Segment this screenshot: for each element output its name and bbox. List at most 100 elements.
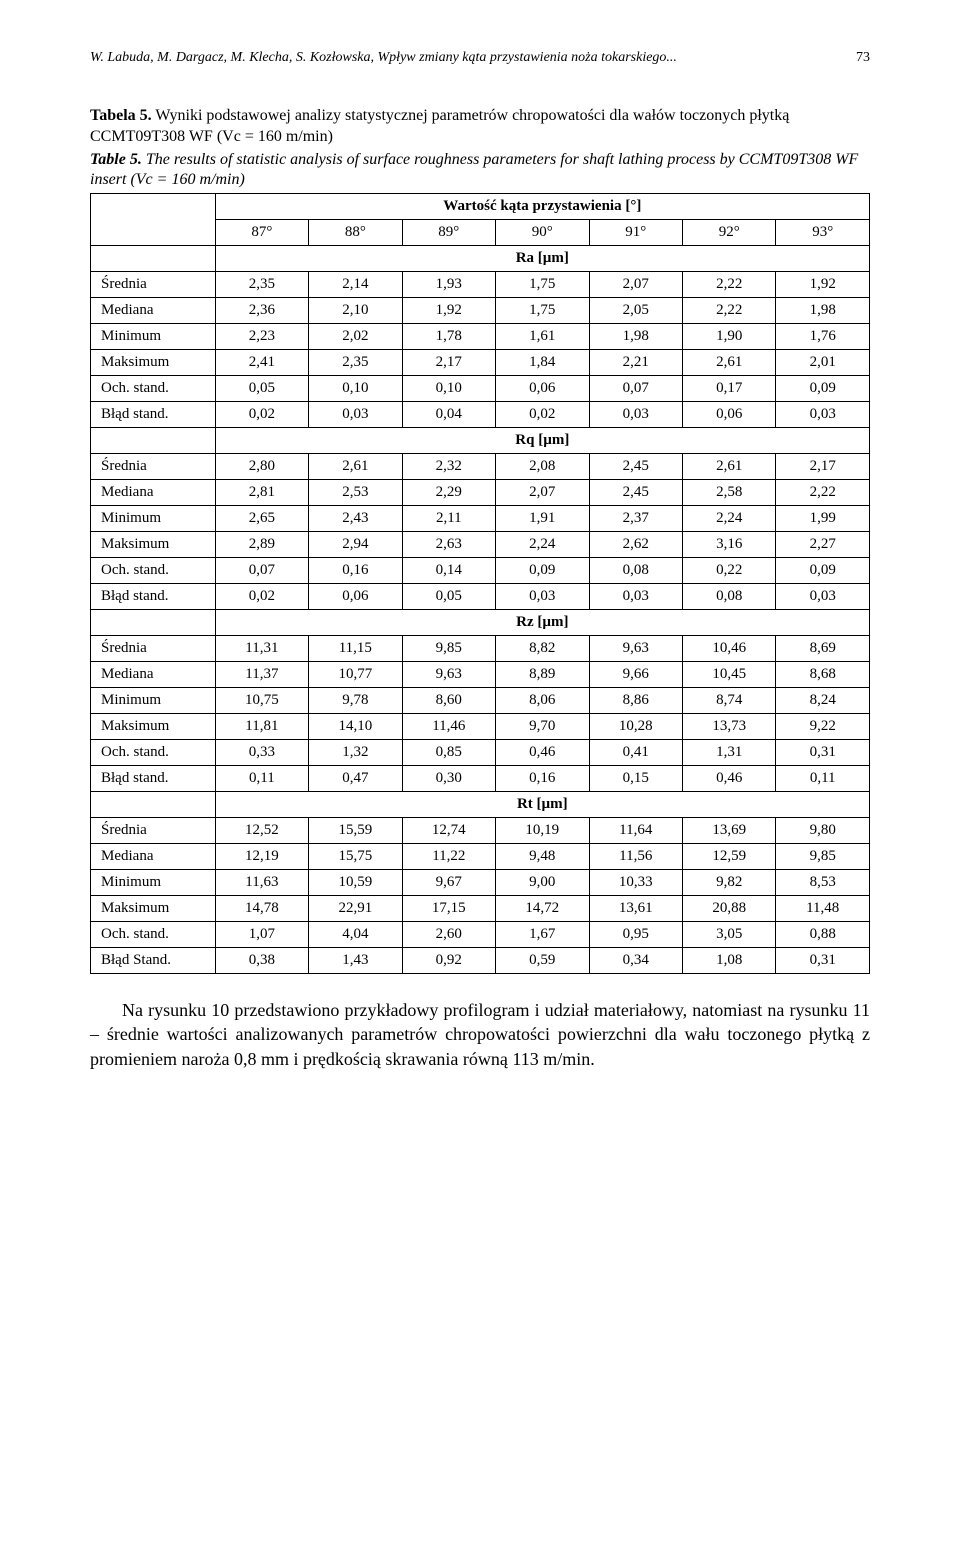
table-cell: 10,46 bbox=[682, 636, 775, 662]
table-cell: 0,34 bbox=[589, 948, 682, 974]
row-label: Minimum bbox=[91, 870, 216, 896]
row-label: Mediana bbox=[91, 480, 216, 506]
table-cell: 2,61 bbox=[309, 454, 402, 480]
tabela-caption-line: Tabela 5. Wyniki podstawowej analizy sta… bbox=[90, 106, 870, 148]
table-cell: 0,33 bbox=[215, 740, 308, 766]
table-cell: 0,06 bbox=[309, 584, 402, 610]
table-cell: 1,61 bbox=[496, 324, 589, 350]
table-cell: 9,00 bbox=[496, 870, 589, 896]
table-cell: 2,07 bbox=[496, 480, 589, 506]
table-cell: 0,09 bbox=[776, 376, 870, 402]
table-cell: 2,58 bbox=[682, 480, 775, 506]
table-cell: 1,84 bbox=[496, 350, 589, 376]
table-caption-text: The results of statistic analysis of sur… bbox=[90, 151, 858, 189]
table-cell: 8,60 bbox=[402, 688, 495, 714]
tabela-caption-text: Wyniki podstawowej analizy statystycznej… bbox=[90, 107, 789, 145]
table-cell: 10,77 bbox=[309, 662, 402, 688]
table-cell: 14,72 bbox=[496, 896, 589, 922]
running-header: W. Labuda, M. Dargacz, M. Klecha, S. Koz… bbox=[90, 50, 870, 66]
section-blank bbox=[91, 792, 216, 818]
table-cell: 2,43 bbox=[309, 506, 402, 532]
table-cell: 12,52 bbox=[215, 818, 308, 844]
table-cell: 8,06 bbox=[496, 688, 589, 714]
row-label: Maksimum bbox=[91, 714, 216, 740]
header-authors-title: W. Labuda, M. Dargacz, M. Klecha, S. Koz… bbox=[90, 50, 677, 66]
table-cell: 2,32 bbox=[402, 454, 495, 480]
table-cell: 1,43 bbox=[309, 948, 402, 974]
table-cell: 0,02 bbox=[496, 402, 589, 428]
table-cell: 9,78 bbox=[309, 688, 402, 714]
header-page-number: 73 bbox=[856, 50, 870, 66]
stats-table-body: Wartość kąta przystawienia [°]87°88°89°9… bbox=[91, 194, 870, 974]
table-cell: 8,82 bbox=[496, 636, 589, 662]
table-cell: 0,85 bbox=[402, 740, 495, 766]
table-cell: 1,98 bbox=[589, 324, 682, 350]
table-cell: 8,24 bbox=[776, 688, 870, 714]
table-cell: 9,66 bbox=[589, 662, 682, 688]
table-cell: 14,10 bbox=[309, 714, 402, 740]
table-cell: 0,04 bbox=[402, 402, 495, 428]
table-cell: 0,03 bbox=[776, 584, 870, 610]
table-cell: 1,99 bbox=[776, 506, 870, 532]
table-cell: 2,22 bbox=[682, 298, 775, 324]
table-cell: 2,65 bbox=[215, 506, 308, 532]
table-cell: 0,14 bbox=[402, 558, 495, 584]
table-header-angle: 91° bbox=[589, 220, 682, 246]
table-cell: 9,48 bbox=[496, 844, 589, 870]
table-cell: 0,38 bbox=[215, 948, 308, 974]
table-cell: 12,19 bbox=[215, 844, 308, 870]
table-cell: 15,75 bbox=[309, 844, 402, 870]
table-cell: 0,02 bbox=[215, 584, 308, 610]
table-cell: 22,91 bbox=[309, 896, 402, 922]
table-header-angle: 90° bbox=[496, 220, 589, 246]
table-cell: 2,61 bbox=[682, 350, 775, 376]
table-cell: 0,31 bbox=[776, 948, 870, 974]
table-cell: 2,24 bbox=[682, 506, 775, 532]
table-cell: 0,05 bbox=[402, 584, 495, 610]
table-cell: 0,10 bbox=[309, 376, 402, 402]
table-header-angle-title: Wartość kąta przystawienia [°] bbox=[215, 194, 869, 220]
section-title: Rz [µm] bbox=[215, 610, 869, 636]
row-label: Och. stand. bbox=[91, 740, 216, 766]
table-cell: 11,15 bbox=[309, 636, 402, 662]
table-cell: 8,86 bbox=[589, 688, 682, 714]
table-cell: 1,32 bbox=[309, 740, 402, 766]
table-header-angle: 87° bbox=[215, 220, 308, 246]
table-cell: 0,10 bbox=[402, 376, 495, 402]
table-cell: 13,73 bbox=[682, 714, 775, 740]
table-cell: 8,74 bbox=[682, 688, 775, 714]
table-cell: 0,11 bbox=[776, 766, 870, 792]
table-cell: 0,59 bbox=[496, 948, 589, 974]
table-cell: 9,67 bbox=[402, 870, 495, 896]
table-cell: 0,15 bbox=[589, 766, 682, 792]
table-cell: 10,75 bbox=[215, 688, 308, 714]
row-label: Mediana bbox=[91, 844, 216, 870]
row-label: Średnia bbox=[91, 636, 216, 662]
table-cell: 14,78 bbox=[215, 896, 308, 922]
table-cell: 2,22 bbox=[682, 272, 775, 298]
body-paragraph: Na rysunku 10 przedstawiono przykładowy … bbox=[90, 998, 870, 1071]
row-label: Mediana bbox=[91, 662, 216, 688]
table-cell: 2,07 bbox=[589, 272, 682, 298]
table-cell: 0,95 bbox=[589, 922, 682, 948]
table-cell: 1,78 bbox=[402, 324, 495, 350]
table-cell: 12,59 bbox=[682, 844, 775, 870]
table-cell: 9,63 bbox=[589, 636, 682, 662]
table-cell: 9,80 bbox=[776, 818, 870, 844]
table-cell: 2,29 bbox=[402, 480, 495, 506]
table-cell: 8,68 bbox=[776, 662, 870, 688]
row-label: Średnia bbox=[91, 454, 216, 480]
table-cell: 2,17 bbox=[402, 350, 495, 376]
row-label: Błąd stand. bbox=[91, 584, 216, 610]
table-cell: 2,45 bbox=[589, 480, 682, 506]
table-cell: 1,76 bbox=[776, 324, 870, 350]
table-cell: 11,81 bbox=[215, 714, 308, 740]
table-cell: 2,02 bbox=[309, 324, 402, 350]
table-cell: 13,61 bbox=[589, 896, 682, 922]
table-cell: 0,46 bbox=[496, 740, 589, 766]
table-cell: 0,92 bbox=[402, 948, 495, 974]
table-cell: 2,53 bbox=[309, 480, 402, 506]
table-cell: 1,31 bbox=[682, 740, 775, 766]
table-cell: 0,02 bbox=[215, 402, 308, 428]
row-label: Och. stand. bbox=[91, 376, 216, 402]
